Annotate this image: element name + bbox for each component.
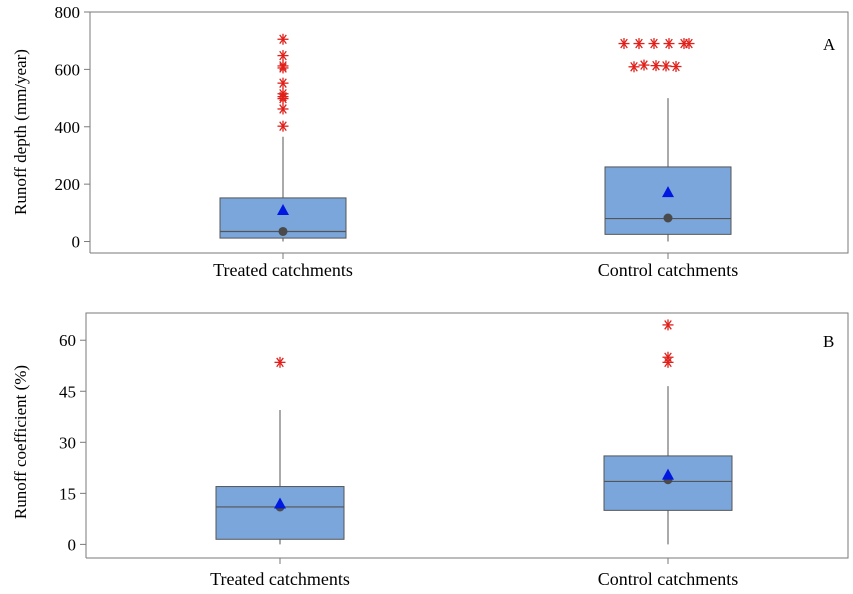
panel-0-y-tick-label: 0 (72, 233, 81, 252)
outlier-marker (638, 59, 650, 71)
outlier-marker (277, 120, 289, 132)
mean-marker (274, 497, 286, 509)
outlier-marker (683, 38, 695, 50)
panel-b-category-label-treated: Treated catchments (210, 569, 350, 589)
panel-b-category-label-control: Control catchments (598, 569, 738, 589)
median-marker (278, 226, 288, 236)
panel-b: Runoff coefficient (%) B Treated catchme… (11, 312, 849, 589)
mean-marker (277, 203, 289, 215)
panel-a-category-label-treated: Treated catchments (213, 260, 353, 280)
panel-0-y-tick-label: 600 (55, 60, 81, 79)
iqr-box (215, 486, 345, 540)
panel-1-box-1 (603, 319, 733, 545)
outlier-marker (277, 103, 289, 115)
panel-1-y-tick-label: 60 (59, 331, 76, 350)
median-marker (663, 213, 673, 223)
panel-0-plot-frame (89, 11, 849, 254)
outlier-marker (662, 356, 674, 368)
panel-a-tag: A (823, 35, 836, 54)
outlier-marker (277, 33, 289, 45)
panel-a-category-label-control: Control catchments (598, 260, 738, 280)
outlier-marker (662, 319, 674, 331)
outlier-marker (277, 77, 289, 89)
outlier-marker (277, 62, 289, 74)
outlier-marker (633, 38, 645, 50)
iqr-box (604, 166, 732, 235)
mean-marker (662, 468, 674, 480)
outlier-marker (618, 38, 630, 50)
panel-0-y-tick-label: 200 (55, 175, 81, 194)
panel-1-plot-frame (85, 312, 849, 559)
panel-0-y-tick-label: 800 (55, 3, 81, 22)
panel-0-box-0 (219, 33, 347, 242)
panel-1-box-0 (215, 356, 345, 545)
panel-b-y-axis-label: Runoff coefficient (%) (11, 365, 30, 519)
panel-1-y-tick-label: 45 (59, 382, 76, 401)
outlier-marker (670, 61, 682, 73)
panel-a-y-axis-label: Runoff depth (mm/year) (11, 49, 30, 215)
outlier-marker (660, 60, 672, 72)
panel-0-y-tick-label: 400 (55, 118, 81, 137)
outlier-marker (277, 93, 289, 105)
outlier-marker (663, 38, 675, 50)
panel-1-y-tick-label: 15 (59, 484, 76, 503)
panel-0-box-1 (604, 38, 732, 242)
outlier-marker (628, 61, 640, 73)
mean-marker (662, 186, 674, 198)
outlier-marker (648, 38, 660, 50)
outlier-marker (650, 60, 662, 72)
panel-1-y-tick-label: 30 (59, 433, 76, 452)
outlier-marker (274, 356, 286, 368)
panel-b-tag: B (823, 332, 834, 351)
outlier-marker (277, 50, 289, 62)
panel-1-y-tick-label: 0 (68, 535, 77, 554)
panel-a: Runoff depth (mm/year) A Treated catchme… (11, 3, 849, 280)
